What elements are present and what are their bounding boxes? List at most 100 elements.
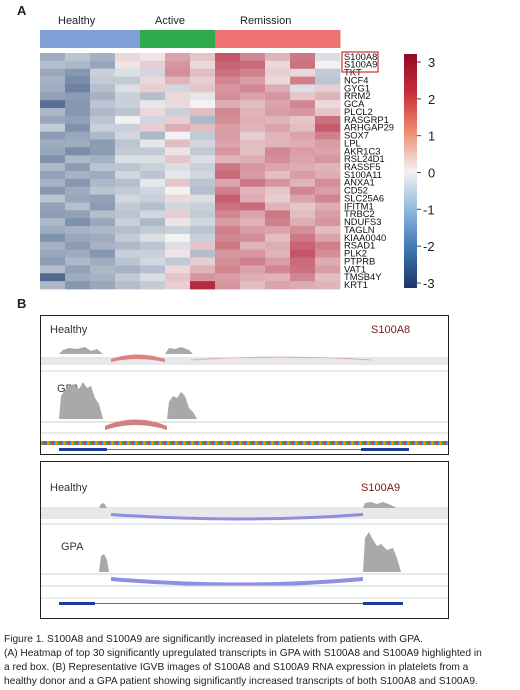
heatmap-cell [290,108,316,117]
heatmap-cell [40,194,66,203]
gene-label: RSAD1 [344,240,375,251]
heatmap-cell [240,202,266,211]
heatmap-cell [40,241,66,251]
heatmap-cell [140,186,166,195]
heatmap-cell [240,241,266,251]
heatmap-cell [90,218,116,227]
heatmap-cell [240,92,266,101]
heatmap-cell [240,60,266,70]
heatmap-cell [190,92,216,101]
heatmap-cell [140,249,166,258]
heatmap-cell [115,210,141,219]
heatmap-cell [290,171,316,180]
heatmap-cell [215,273,241,282]
heatmap-cell [165,115,191,125]
heatmap-cell [140,60,166,70]
gene-label: S100A11 [344,169,382,180]
heatmap-cell [315,163,341,172]
gene-label: S100A8 [344,51,377,62]
heatmap-cell [140,53,166,62]
heatmap-cell [315,226,341,235]
heatmap-cell [165,139,191,148]
heatmap-cell [215,100,241,109]
colorbar-ticks: 3 2 1 0 -1 -2 -3 [417,55,435,291]
heatmap-cell [115,155,141,164]
heatmap-cell [165,131,191,140]
heatmap-cell [165,155,191,164]
heatmap-cell [290,249,316,258]
heatmap-cell [65,60,91,70]
heatmap-cell [290,155,316,164]
heatmap-cell [40,273,66,282]
heatmap-cell [265,249,291,258]
heatmap-cell [140,131,166,140]
heatmap-cell [90,163,116,172]
heatmap-cell [140,257,166,266]
heatmap-cell [315,84,341,93]
heatmap-cell [90,123,116,133]
heatmap-cell [40,147,66,156]
junction-healthy-s100a9 [111,513,363,521]
heatmap-cell [140,194,166,203]
heatmap-cell [265,281,291,290]
gene-label: RRM2 [344,90,371,101]
heatmap-cell [165,210,191,219]
heatmap-cell [315,241,341,251]
heatmap-cell [290,226,316,235]
heatmap-cell [65,76,91,85]
heatmap-cell [115,60,141,70]
heatmap-cell [215,218,241,227]
heatmap-cell [265,186,291,195]
heatmap-cell [115,53,141,62]
heatmap-cell [215,84,241,93]
heatmap-cell [65,186,91,195]
heatmap-cell [90,265,116,274]
heatmap-cell [140,92,166,101]
heatmap-cell [165,163,191,172]
heatmap-cell [165,241,191,251]
heatmap-cell [40,92,66,101]
heatmap-cell [240,171,266,180]
heatmap-cell [240,108,266,117]
heatmap-cell [90,100,116,109]
gene-label: SOX7 [344,130,369,141]
gene-label: RSL24D1 [344,153,385,164]
heatmap-cell [140,68,166,77]
heatmap-cell [65,131,91,140]
heatmap-cell [315,139,341,148]
coverage-healthy-s100a9 [99,502,397,508]
heatmap-cell [290,194,316,203]
heatmap-cell [315,202,341,211]
heatmap-cell [115,249,141,258]
gene-label: IFITM1 [344,200,374,211]
heatmap-cell [40,202,66,211]
heatmap-cell [165,186,191,195]
heatmap-cell [65,155,91,164]
heatmap-cell [190,68,216,77]
heatmap-cell [40,139,66,148]
heatmap-cell [190,123,216,133]
heatmap-cell [265,68,291,77]
heatmap-cell [240,226,266,235]
heatmap-cell [90,115,116,125]
gene-label: S100A9 [344,59,377,70]
gene-label: ANXA1 [344,177,375,188]
gene-label: TMSB4Y [344,271,382,282]
gene-label: LPL [344,137,361,148]
heatmap-cell [190,108,216,117]
heatmap-cell [265,178,291,188]
heatmap-cell [315,265,341,274]
heatmap-cell [165,178,191,188]
heatmap-cell [215,139,241,148]
heatmap-cell [115,115,141,125]
heatmap-cell [240,163,266,172]
caption-line-1: Figure 1. S100A8 and S100A9 are signific… [4,634,423,645]
track-label-gpa: GPA [61,541,84,553]
heatmap-cell [115,163,141,172]
heatmap-cell [290,53,316,62]
heatmap-cell [315,233,341,243]
heatmap-cell [65,241,91,251]
heatmap-cell [290,233,316,243]
colorbar-tick-label: 0 [428,166,435,181]
heatmap-cell [40,163,66,172]
